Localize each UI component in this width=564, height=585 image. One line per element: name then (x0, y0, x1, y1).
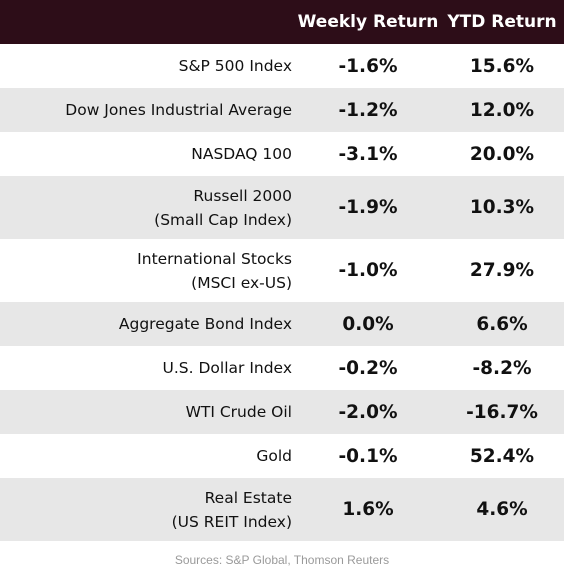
row-label-line1: S&P 500 Index (178, 57, 292, 75)
ytd-return-value: 15.6% (469, 55, 535, 77)
row-label: WTI Crude Oil (0, 400, 296, 424)
row-label: Real Estate (US REIT Index) (0, 486, 296, 534)
table-row: U.S. Dollar Index -0.2% -8.2% (0, 346, 564, 390)
table-row: NASDAQ 100 -3.1% 20.0% (0, 132, 564, 176)
row-label-line1: Gold (256, 447, 292, 465)
ytd-return-value: -8.2% (472, 357, 532, 379)
table-row: Dow Jones Industrial Average -1.2% 12.0% (0, 88, 564, 132)
weekly-return-value: -2.0% (338, 401, 398, 423)
row-label: Aggregate Bond Index (0, 312, 296, 336)
weekly-return-value: 0.0% (342, 313, 394, 335)
header-weekly-return: Weekly Return (297, 12, 439, 32)
weekly-return-value: -1.0% (338, 260, 398, 281)
ytd-return-value: 4.6% (476, 499, 528, 520)
weekly-return-value: -0.2% (338, 357, 398, 379)
row-label: Dow Jones Industrial Average (0, 98, 296, 122)
table-row: Russell 2000 (Small Cap Index) -1.9% 10.… (0, 176, 564, 239)
weekly-return-value: -1.9% (338, 197, 398, 218)
ytd-return-value: 12.0% (469, 99, 535, 121)
row-label-line1: Aggregate Bond Index (118, 315, 292, 333)
row-label: U.S. Dollar Index (0, 356, 296, 380)
table-row: WTI Crude Oil -2.0% -16.7% (0, 390, 564, 434)
row-label-line1: Russell 2000 (193, 186, 292, 205)
table-header: Weekly Return YTD Return (0, 0, 564, 44)
source-note: Sources: S&P Global, Thomson Reuters (174, 553, 390, 567)
row-label-line2: (US REIT Index) (171, 512, 292, 531)
ytd-return-value: 10.3% (469, 197, 535, 218)
row-label-line1: WTI Crude Oil (185, 403, 292, 421)
weekly-return-value: -0.1% (338, 445, 398, 467)
row-label: NASDAQ 100 (0, 142, 296, 166)
weekly-return-value: 1.6% (342, 499, 394, 520)
row-label-line1: Dow Jones Industrial Average (65, 101, 292, 119)
table-row: Aggregate Bond Index 0.0% 6.6% (0, 302, 564, 346)
ytd-return-value: -16.7% (466, 401, 538, 423)
header-ytd-return: YTD Return (447, 12, 557, 32)
weekly-return-value: -3.1% (338, 143, 398, 165)
table-row: Real Estate (US REIT Index) 1.6% 4.6% (0, 478, 564, 541)
returns-table: Weekly Return YTD Return S&P 500 Index -… (0, 0, 564, 567)
ytd-return-value: 52.4% (469, 445, 535, 467)
ytd-return-value: 27.9% (469, 260, 535, 281)
weekly-return-value: -1.2% (338, 99, 398, 121)
row-label: International Stocks (MSCI ex-US) (0, 247, 296, 295)
table-row: International Stocks (MSCI ex-US) -1.0% … (0, 239, 564, 302)
row-label: Gold (0, 444, 296, 468)
ytd-return-value: 6.6% (476, 313, 528, 335)
row-label-line2: (Small Cap Index) (154, 210, 292, 229)
ytd-return-value: 20.0% (469, 143, 535, 165)
row-label-line1: Real Estate (204, 488, 292, 507)
row-label: S&P 500 Index (0, 54, 296, 78)
weekly-return-value: -1.6% (338, 55, 398, 77)
row-label-line1: International Stocks (137, 249, 292, 268)
row-label: Russell 2000 (Small Cap Index) (0, 184, 296, 232)
row-label-line1: NASDAQ 100 (191, 145, 292, 163)
table-row: S&P 500 Index -1.6% 15.6% (0, 44, 564, 88)
row-label-line1: U.S. Dollar Index (162, 359, 292, 377)
table-row: Gold -0.1% 52.4% (0, 434, 564, 478)
row-label-line2: (MSCI ex-US) (191, 273, 292, 292)
